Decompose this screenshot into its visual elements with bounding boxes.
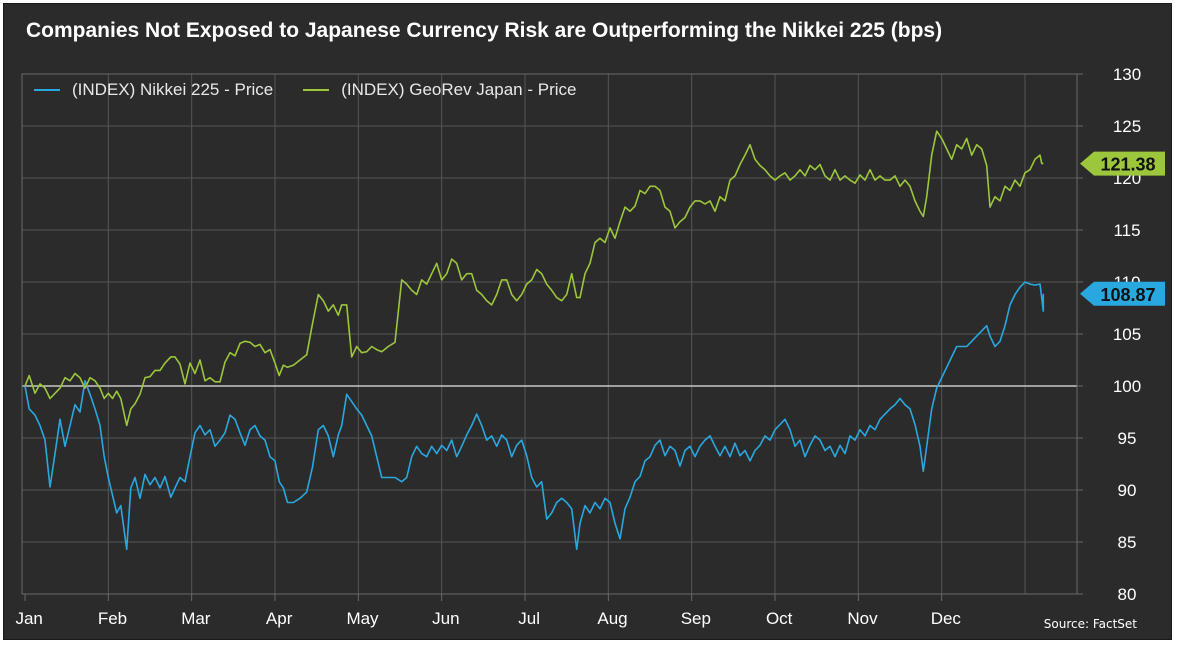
chart-title: Companies Not Exposed to Japanese Curren…	[26, 19, 943, 42]
end-label-nikkei: 108.87	[1100, 285, 1155, 305]
y-tick-label: 100	[1113, 377, 1141, 396]
x-tick-label: Apr	[266, 609, 293, 628]
x-tick-label: Feb	[98, 609, 127, 628]
series-line-georev	[24, 130, 1044, 427]
x-tick-label: Sep	[681, 609, 711, 628]
x-tick-label: Jul	[518, 609, 540, 628]
legend: (INDEX) Nikkei 225 - Price (INDEX) GeoRe…	[34, 80, 576, 100]
chart-canvas: 80859095100105110115120125130 JanFebMarA…	[15, 65, 1165, 628]
x-tick-label: Aug	[597, 609, 627, 628]
legend-label-georev: (INDEX) GeoRev Japan - Price	[341, 80, 577, 99]
y-tick-label: 105	[1113, 325, 1141, 344]
legend-item-georev: (INDEX) GeoRev Japan - Price	[303, 80, 576, 100]
series-lines	[24, 130, 1045, 551]
legend-swatch-nikkei	[34, 89, 60, 91]
legend-item-nikkei: (INDEX) Nikkei 225 - Price	[34, 80, 273, 100]
x-tick-label: Mar	[181, 609, 211, 628]
series-line-nikkei	[24, 281, 1045, 551]
x-tick-label: Nov	[847, 609, 878, 628]
x-tick-label: Dec	[931, 609, 962, 628]
y-tick-label: 85	[1118, 533, 1137, 552]
y-axis-ticks: 80859095100105110115120125130	[1077, 65, 1141, 604]
x-tick-label: May	[346, 609, 379, 628]
y-tick-label: 115	[1113, 221, 1140, 240]
x-tick-label: Jun	[432, 609, 459, 628]
y-tick-label: 125	[1113, 117, 1141, 136]
y-tick-label: 90	[1118, 481, 1137, 500]
end-value-labels: 108.87 121.38	[1080, 151, 1165, 306]
y-tick-label: 80	[1118, 585, 1137, 604]
y-tick-label: 130	[1113, 65, 1141, 84]
x-tick-label: Jan	[15, 609, 42, 628]
legend-swatch-georev	[303, 89, 330, 91]
end-label-box-nikkei	[1080, 281, 1165, 306]
x-axis-ticks: Jan Feb Mar Apr May Jun Jul Aug Sep Oct Nov Dec	[15, 594, 961, 628]
end-label-box-georev	[1080, 151, 1165, 176]
chart-frame: 80859095100105110115120125130 JanFebMarA…	[3, 3, 1172, 640]
y-tick-label: 95	[1118, 429, 1137, 448]
legend-label-nikkei: (INDEX) Nikkei 225 - Price	[72, 80, 274, 99]
x-tick-label: Oct	[766, 609, 793, 628]
end-label-georev: 121.38	[1100, 155, 1155, 175]
source-note: Source: FactSet	[1043, 617, 1137, 631]
